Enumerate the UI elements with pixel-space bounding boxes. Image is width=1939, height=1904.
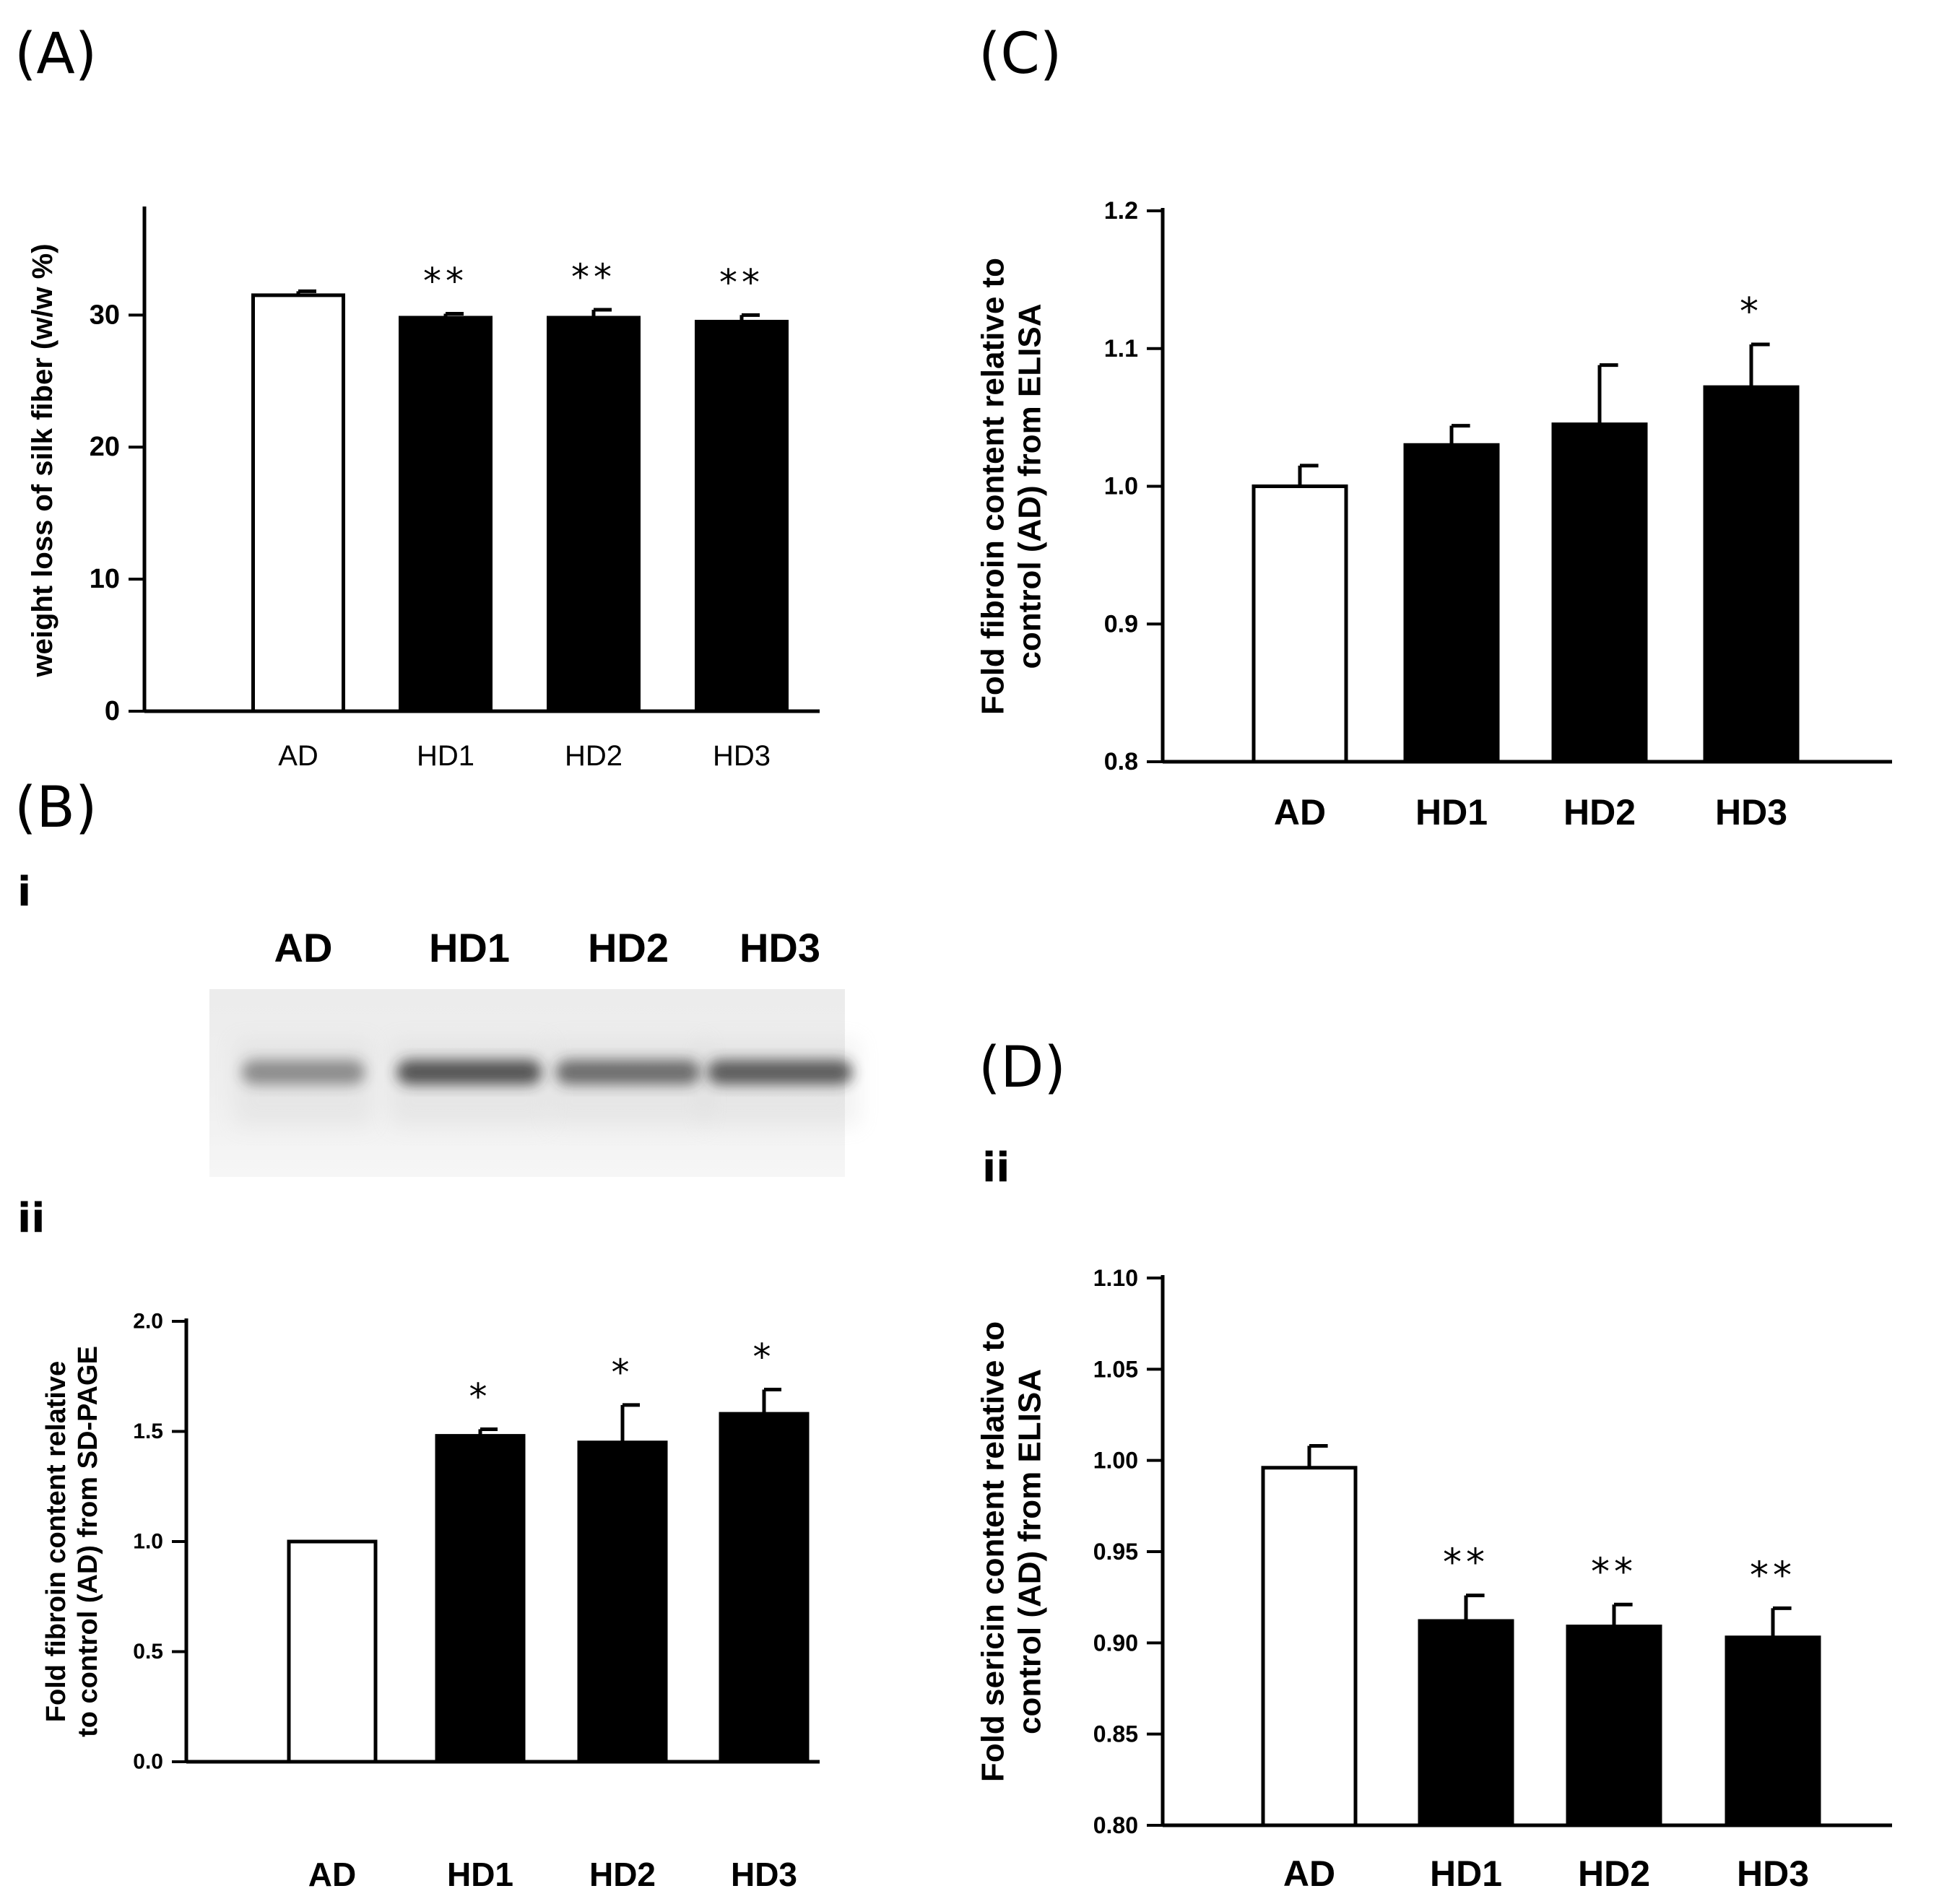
y-axis-label: Fold sericin content relative tocontrol … [976,1321,1048,1782]
panel-b-sub-i: i [17,869,32,916]
x-category-label: HD1 [447,1856,513,1893]
y-axis-label-line: to control (AD) from SD-PAGE [73,1346,103,1737]
x-category-label: HD3 [1737,1853,1809,1894]
gel-lane-label: HD3 [739,925,820,970]
bar-hd1 [435,1434,526,1764]
x-category-label: HD3 [731,1856,797,1893]
x-category-label: HD1 [417,740,474,772]
panel-label-a: (A) [14,22,97,87]
significance-marker: ** [1443,1542,1489,1585]
gel-lane-label: HD2 [588,925,669,970]
bar-hd3 [695,319,789,713]
panel-b-sub-ii: ii [17,1195,45,1242]
y-tick-label: 10 [90,564,120,594]
y-axis-label-line: weight loss of silk fiber (w/w %) [27,243,58,677]
y-axis-label: Fold fibroin content relativeto control … [41,1346,103,1737]
y-axis-label-line: Fold sericin content relative to [976,1321,1011,1782]
gel-image: AD HD1 HD2 HD3 [209,925,859,1177]
y-axis-label-line: control (AD) from ELISA [1012,304,1047,669]
x-category-label: AD [1283,1853,1335,1894]
y-tick-label: 1.5 [133,1420,163,1443]
bar-ad [287,1539,378,1764]
bar-hd3 [1703,385,1800,764]
x-category-label: AD [308,1856,356,1893]
gel-lane-label: HD1 [429,925,510,970]
chart-a-group: 0 10 20 30 AD ** HD1 ** HD2 ** HD3 weight loss of s… [27,207,820,772]
significance-marker: * [1740,290,1763,334]
bar-hd1 [1403,443,1500,764]
x-category-label: AD [278,740,318,772]
significance-marker: ** [423,260,468,302]
bar-hd2 [1551,422,1648,764]
y-tick-label: 1.2 [1104,197,1138,225]
significance-marker: ** [1591,1550,1637,1594]
y-tick-label: 0.85 [1093,1721,1138,1747]
y-tick-label: 1.1 [1104,335,1138,362]
panel-label-b: (B) [14,775,97,840]
chart-b-ii-group: 0.0 0.5 1.0 1.5 2.0 AD * HD1 * HD2 * HD3 Fold fibroi… [41,1310,820,1893]
bar-hd2 [1566,1625,1662,1827]
y-tick-label: 1.05 [1093,1356,1138,1382]
bar-ad [251,293,345,713]
x-category-label: HD2 [1578,1853,1650,1894]
y-tick-label: 1.0 [133,1530,163,1554]
gel-lane-label: AD [274,925,333,970]
y-tick-label: 2.0 [133,1310,163,1334]
panel-label-c: (C) [979,22,1062,87]
bar-hd1 [399,316,493,713]
significance-marker: * [612,1352,634,1394]
y-tick-label: 0.90 [1093,1630,1138,1656]
gel-lane-smear [700,1040,859,1126]
significance-marker: * [753,1336,776,1378]
significance-marker: ** [1750,1554,1796,1597]
x-category-label: HD1 [1415,792,1488,833]
bar-ad [1252,484,1348,764]
y-tick-label: 20 [90,432,120,462]
bar-hd1 [1418,1619,1514,1827]
significance-marker: ** [571,256,616,298]
x-category-label: HD2 [589,1856,656,1893]
gel-lane-smear [390,1040,549,1126]
y-tick-label: 0.95 [1093,1539,1138,1565]
bar-hd2 [547,316,641,713]
x-category-label: HD2 [1563,792,1636,833]
x-category-label: HD3 [1715,792,1787,833]
significance-marker: ** [719,261,764,303]
y-axis-label: weight loss of silk fiber (w/w %) [27,243,58,677]
y-tick-label: 0.0 [133,1750,163,1774]
bar-ad [1261,1466,1358,1827]
gel-lane-smear [235,1040,372,1126]
x-category-label: HD2 [565,740,623,772]
panel-d-sub-ii: ii [982,1144,1010,1191]
bar-hd3 [719,1412,810,1764]
y-tick-label: 0.9 [1104,610,1138,638]
chart-c-group: 0.8 0.9 1.0 1.1 1.2 AD HD1 HD2 * HD3 Fold fibroin … [976,197,1892,833]
y-axis-label: Fold fibroin content relative tocontrol … [976,258,1048,715]
x-category-label: HD1 [1430,1853,1502,1894]
y-axis-label-line: Fold fibroin content relative to [976,258,1011,715]
panel-label-d: (D) [979,1035,1066,1100]
y-tick-label: 1.00 [1093,1448,1138,1474]
y-tick-label: 1.0 [1104,473,1138,500]
significance-marker: * [469,1375,492,1417]
y-tick-label: 30 [90,300,120,330]
gel-lane-smear [549,1040,708,1126]
x-category-label: HD3 [713,740,771,772]
y-tick-label: 0.80 [1093,1812,1138,1838]
chart-d-group: 0.80 0.85 0.90 0.95 1.00 1.05 1.10 AD ** HD1 ** HD2… [976,1265,1892,1894]
y-axis-label-line: Fold fibroin content relative [41,1361,71,1722]
bar-hd2 [577,1440,668,1764]
y-tick-label: 1.10 [1093,1265,1138,1291]
y-tick-label: 0.5 [133,1640,163,1664]
y-axis-label-line: control (AD) from ELISA [1012,1369,1047,1734]
x-category-label: AD [1274,792,1326,833]
y-tick-label: 0.8 [1104,748,1138,775]
bar-hd3 [1725,1635,1821,1827]
y-tick-label: 0 [105,696,120,726]
